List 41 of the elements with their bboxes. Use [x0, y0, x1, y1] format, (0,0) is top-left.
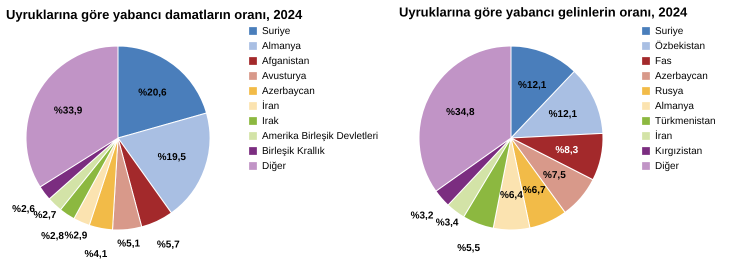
- legend-label: Avusturya: [262, 71, 307, 82]
- chart-title: Uyruklarına göre yabancı damatların oranı, 2024: [6, 7, 303, 22]
- data-label: %2,8: [41, 231, 64, 242]
- legend-label: Afganistan: [262, 56, 310, 67]
- legend-label: Rusya: [655, 86, 684, 97]
- data-label: %4,1: [84, 248, 108, 260]
- legend-label: Irak: [262, 116, 280, 127]
- legend-label: Fas: [655, 56, 672, 67]
- data-label: %6,4: [500, 190, 524, 202]
- data-label: %12,1: [518, 80, 547, 92]
- data-label: %3,4: [436, 218, 459, 229]
- data-label: %7,5: [542, 170, 566, 182]
- data-label: %5,7: [156, 240, 180, 251]
- legend-label: Birleşik Krallık: [262, 146, 326, 157]
- data-label: %12,1: [548, 109, 578, 120]
- legend-label: Amerika Birleşik Devletleri: [262, 131, 378, 142]
- legend-label: Azerbaycan: [655, 71, 708, 82]
- legend-label: İran: [262, 100, 280, 112]
- legend-label: Almanya: [262, 41, 302, 52]
- data-label: %20,6: [138, 88, 168, 99]
- chart-title: Uyruklarına göre yabancı gelinlerin oranı, 2024: [399, 4, 688, 20]
- data-label: %34,8: [446, 106, 475, 118]
- legend-label: Kırgızistan: [655, 146, 702, 157]
- legend-label: Azerbaycan: [262, 86, 315, 97]
- data-label: %33,9: [54, 105, 83, 116]
- data-label: %8,3: [555, 144, 579, 156]
- data-label: %5,5: [457, 243, 480, 254]
- legend-label: Özbekistan: [655, 40, 706, 52]
- legend-label: İran: [655, 130, 672, 142]
- data-label: %6,7: [522, 185, 546, 196]
- data-label: %2,7: [33, 210, 57, 221]
- legend-label: Diğer: [655, 161, 680, 172]
- legend-label: Suriye: [655, 26, 684, 37]
- data-label: %19,5: [158, 152, 186, 163]
- legend-label: Almanya: [655, 101, 694, 112]
- data-label: %3,2: [410, 210, 434, 222]
- legend-label: Suriye: [262, 26, 291, 37]
- data-label: %5,1: [117, 238, 140, 250]
- data-label: %2,9: [64, 230, 88, 242]
- legend-label: Diğer: [262, 161, 287, 172]
- legend-label: Türkmenistan: [655, 116, 716, 127]
